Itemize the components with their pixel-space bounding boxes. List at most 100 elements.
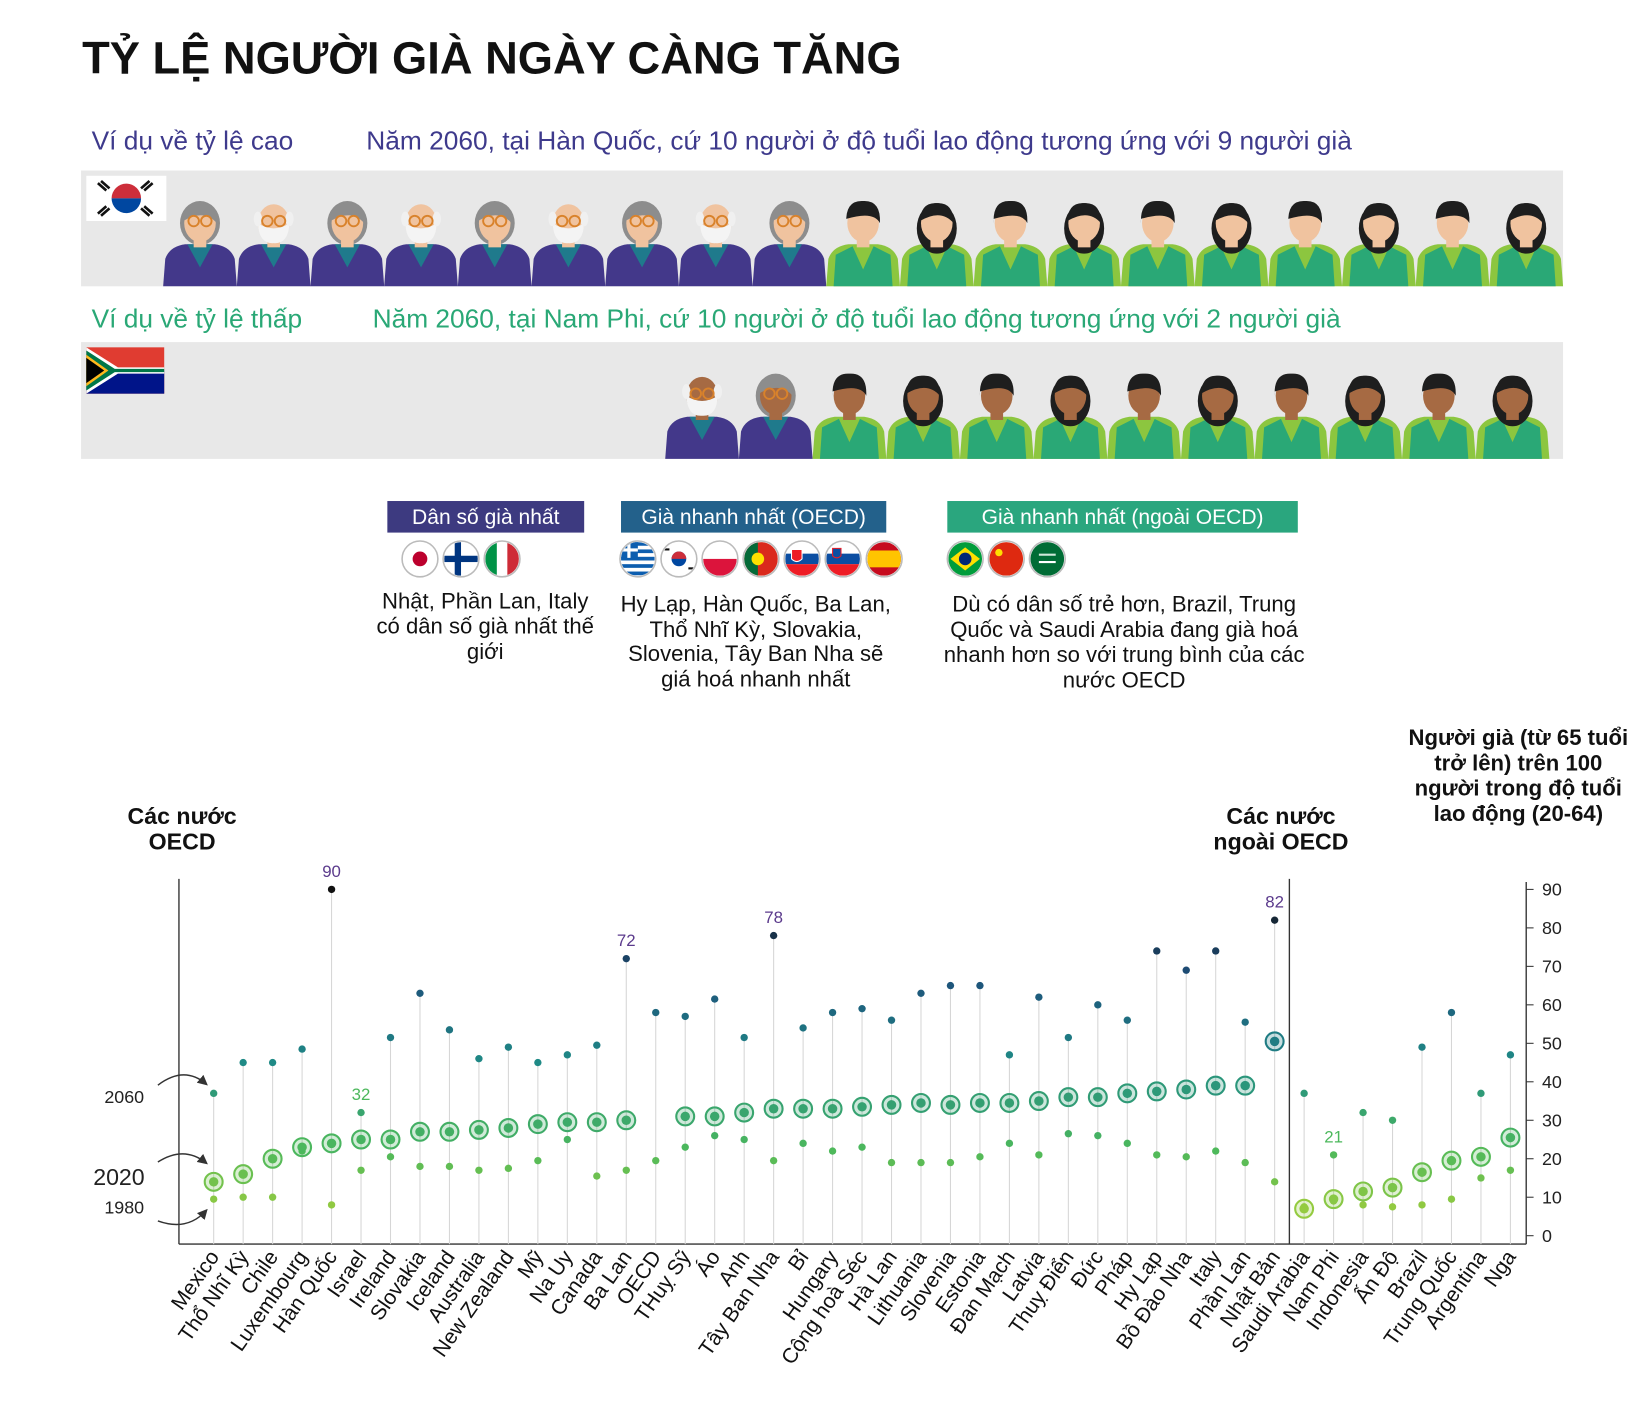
fringe [477, 203, 512, 224]
small-dot [534, 1156, 542, 1165]
group-description: Dù có dân số trẻ hơn, Brazil, Trung Quốc… [943, 592, 1305, 693]
arrow [157, 1153, 208, 1165]
ring-inner [385, 1134, 396, 1145]
dot [445, 1026, 454, 1034]
fringe [625, 203, 659, 224]
flag-part [688, 567, 694, 570]
worker-icon [1268, 200, 1343, 287]
y-tick-label: 10 [1542, 1188, 1562, 1208]
ring-inner [474, 1125, 484, 1135]
ring-inner [1387, 1182, 1398, 1193]
description-box: Dù có dân số trẻ hơn, Brazil, Trung Quốc… [943, 592, 1305, 693]
flag [826, 542, 860, 576]
ring-inner [1328, 1194, 1339, 1204]
dot [1035, 993, 1043, 1001]
ring-marker [380, 1129, 401, 1150]
dot [416, 989, 424, 997]
glasses [629, 214, 642, 228]
example-text: Năm 2060, tại Hàn Quốc, cứ 10 người ở độ… [366, 125, 1352, 155]
hair [1421, 373, 1456, 396]
ring-inner [945, 1100, 956, 1110]
flag-part [621, 571, 655, 576]
small-dot [1270, 1178, 1279, 1186]
flag [989, 542, 1024, 576]
hair [832, 373, 867, 396]
ring-inner [857, 1102, 867, 1112]
glasses [408, 214, 421, 228]
ring-marker [233, 1164, 254, 1185]
small-dot [917, 1158, 925, 1167]
dot [386, 1033, 395, 1042]
neck [635, 237, 649, 248]
ring-marker [321, 1133, 342, 1154]
flag-part [744, 542, 758, 576]
ring-marker [1087, 1087, 1108, 1108]
hair [993, 200, 1028, 224]
flag-part [1038, 553, 1056, 556]
small-dot [858, 1143, 866, 1151]
glasses [273, 214, 287, 228]
small-dot [1035, 1151, 1043, 1159]
title: TỶ LỆ NGƯỜI GIÀ NGÀY CÀNG TĂNG [82, 33, 901, 84]
small-dot [357, 1166, 365, 1174]
vest [907, 246, 967, 287]
dot [976, 981, 984, 990]
glasses [689, 387, 702, 400]
collar [482, 244, 508, 268]
flag-ring [987, 540, 1025, 578]
dot [740, 1033, 748, 1042]
worker-icon [1475, 375, 1550, 459]
ring-inner [533, 1119, 543, 1129]
flag-ring [742, 540, 780, 578]
elderly-icon [678, 204, 753, 287]
flag [703, 542, 737, 576]
worker-icon [1120, 200, 1195, 287]
y-tick-label: 80 [1542, 918, 1562, 938]
group-legend: Dân số già nhất Già nhanh nhất (OECD) Già … [387, 501, 1298, 578]
small-dot [209, 1195, 218, 1203]
dot [268, 1058, 277, 1067]
neck [1506, 410, 1519, 420]
vest [1483, 418, 1542, 459]
ring-inner [827, 1103, 838, 1114]
collar [629, 244, 655, 268]
dot [1153, 947, 1161, 955]
fringe [1200, 375, 1235, 396]
fringe [758, 375, 793, 396]
neck [1225, 237, 1238, 248]
dot [1418, 1043, 1426, 1051]
beard [552, 223, 585, 244]
small-dot [1506, 1166, 1515, 1174]
side-hair [253, 211, 263, 227]
annotation-box: Các nước ngoài OECD [1213, 804, 1348, 854]
fringe [330, 203, 365, 224]
dot [1477, 1089, 1485, 1098]
ring-inner [1446, 1155, 1457, 1166]
worker-icon [1033, 375, 1108, 459]
description-box: Nhật, Phần Lan, Italy có dân số già nhất… [376, 589, 594, 664]
elderly-icon [457, 201, 532, 287]
ring-marker [793, 1098, 814, 1119]
ring-inner [768, 1103, 779, 1114]
fringe [1509, 203, 1544, 224]
flag [621, 542, 655, 576]
ring-inner [1093, 1092, 1103, 1102]
glasses [494, 214, 508, 228]
ring-inner [1181, 1084, 1191, 1095]
neck [341, 237, 354, 248]
dot [209, 1089, 218, 1098]
dot [563, 1051, 572, 1059]
side-hair [727, 211, 736, 227]
flag-part [826, 553, 860, 565]
collar [408, 244, 434, 268]
neck [990, 410, 1004, 420]
neck [856, 237, 870, 248]
legend-box [947, 501, 1298, 533]
glasses [702, 387, 715, 400]
dot [799, 1024, 807, 1032]
series-label: 1980 [104, 1198, 144, 1218]
ring-inner [1299, 1204, 1309, 1214]
korea-flag [86, 175, 167, 222]
worker-icon [1254, 373, 1329, 459]
